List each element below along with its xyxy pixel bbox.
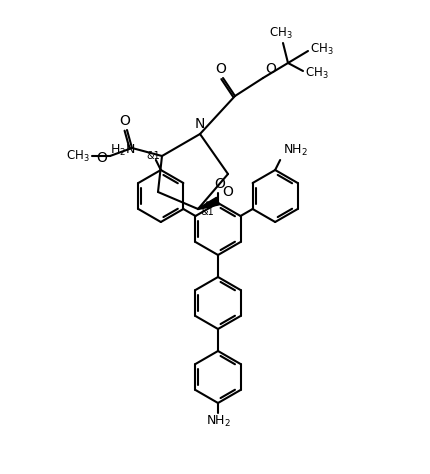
Text: CH$_3$: CH$_3$ (66, 148, 90, 164)
Text: O: O (120, 114, 130, 128)
Text: &1: &1 (200, 207, 214, 217)
Polygon shape (198, 197, 219, 210)
Text: O: O (222, 185, 233, 199)
Text: O: O (215, 177, 225, 191)
Text: O: O (96, 151, 107, 165)
Text: &1: &1 (146, 151, 160, 161)
Text: CH$_3$: CH$_3$ (269, 26, 293, 41)
Text: H$_2$N: H$_2$N (110, 143, 136, 158)
Text: O: O (215, 62, 227, 76)
Text: CH$_3$: CH$_3$ (310, 41, 334, 56)
Text: CH$_3$: CH$_3$ (305, 65, 329, 81)
Text: NH$_2$: NH$_2$ (283, 143, 308, 158)
Text: NH$_2$: NH$_2$ (206, 414, 230, 429)
Text: N: N (195, 117, 205, 131)
Text: O: O (265, 62, 276, 76)
